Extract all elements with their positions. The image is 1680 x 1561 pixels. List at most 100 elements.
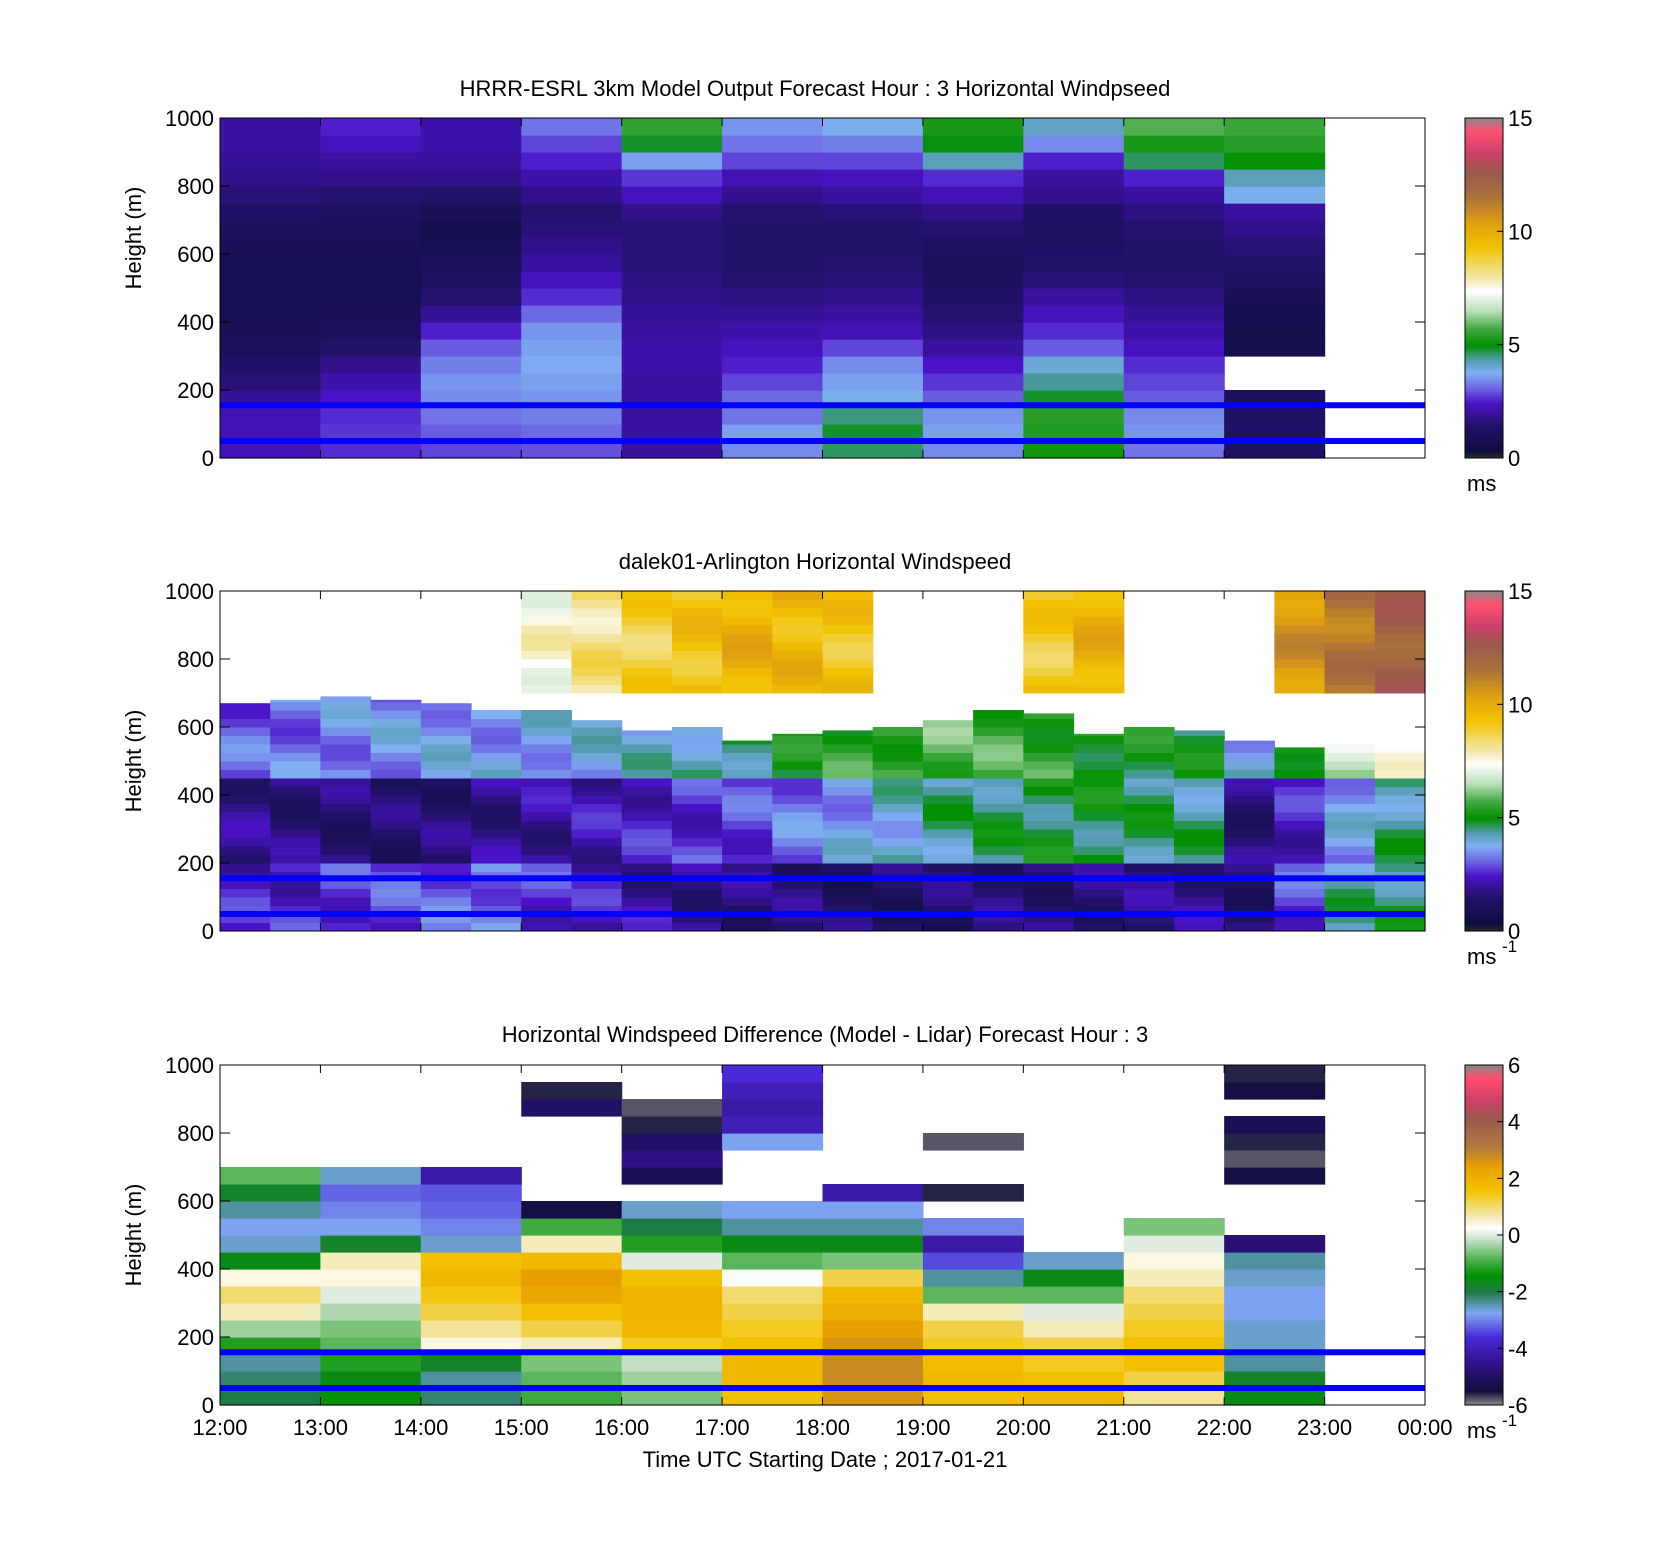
lidar-range-gate	[270, 803, 322, 813]
heatmap-cell	[1224, 152, 1326, 170]
lidar-range-gate	[973, 718, 1024, 728]
x-axis: 12:00 13:00 14:00 15:00 16:00 17:00 18:00 19:00…	[192, 1065, 1453, 1440]
lidar-range-gate	[973, 710, 1024, 719]
lidar-range-gate	[722, 863, 773, 872]
heatmap-cell	[822, 1269, 924, 1287]
lidar-range-gate	[1224, 880, 1275, 889]
lidar-range-gate	[973, 735, 1024, 745]
lidar-range-gate	[1173, 854, 1225, 864]
lidar-range-gate	[772, 650, 824, 660]
lidar-range-gate	[270, 735, 322, 745]
lidar-range-gate	[1274, 625, 1326, 634]
lidar-range-gate	[220, 922, 271, 932]
lidar-range-gate	[621, 897, 673, 906]
heatmap-cell	[1224, 339, 1326, 357]
lidar-range-gate	[772, 608, 824, 617]
lidar-range-gate	[671, 633, 723, 643]
lidar-range-gate	[270, 710, 322, 719]
lidar-range-gate	[872, 752, 924, 762]
lidar-range-gate	[822, 608, 874, 617]
heatmap-cell	[1023, 254, 1125, 272]
heatmap-cell	[1224, 1303, 1326, 1321]
lidar-range-gate	[1023, 863, 1075, 872]
heatmap-cell	[1123, 322, 1225, 340]
heatmap-cell	[1123, 203, 1225, 221]
lidar-range-gate	[1123, 846, 1175, 855]
heatmap-cell	[420, 254, 522, 272]
lidar-range-gate	[1324, 786, 1376, 796]
lidar-range-gate	[772, 591, 824, 600]
lidar-range-gate	[1374, 667, 1426, 677]
lidar-range-gate	[521, 922, 573, 932]
lidar-range-gate	[1324, 684, 1376, 694]
lidar-range-gate	[220, 854, 271, 864]
heatmap-cell	[1224, 1320, 1326, 1338]
lidar-range-gate	[1023, 888, 1075, 898]
heatmap-cell	[1023, 1286, 1125, 1304]
heatmap-cell	[420, 407, 522, 425]
heatmap-cell	[722, 254, 824, 272]
lidar-range-gate	[772, 625, 824, 634]
lidar-range-gate	[621, 642, 673, 651]
heatmap-cell	[1123, 1252, 1225, 1270]
heatmap-cell	[420, 1286, 522, 1304]
lidar-range-gate	[671, 608, 723, 617]
heatmap-cell	[521, 356, 623, 374]
heatmap-cell	[521, 271, 623, 289]
lidar-range-gate	[571, 803, 623, 813]
heatmap-cell	[621, 135, 723, 153]
lidar-range-gate	[220, 761, 271, 770]
lidar-range-gate	[1374, 786, 1426, 796]
lidar-range-gate	[1324, 795, 1376, 804]
lidar-range-gate	[220, 846, 271, 855]
y-axis: 0 200 400 600 800 1000	[165, 106, 1425, 471]
heatmap-cell	[1023, 441, 1125, 459]
lidar-range-gate	[822, 837, 874, 847]
lidar-range-gate	[220, 905, 271, 915]
lidar-range-gate	[1274, 863, 1326, 872]
y-axis: 0 200 400 600 800 1000	[165, 1053, 1425, 1418]
lidar-range-gate	[521, 633, 573, 643]
heatmap-cell	[1023, 169, 1125, 187]
lidar-range-gate	[872, 897, 924, 906]
panel-title: HRRR-ESRL 3km Model Output Forecast Hour…	[460, 76, 1171, 101]
lidar-range-gate	[1023, 659, 1075, 668]
heatmap-cell	[922, 1269, 1024, 1287]
heatmap-cell	[822, 135, 924, 153]
lidar-range-gate	[1023, 718, 1075, 728]
lidar-range-gate	[922, 914, 974, 923]
heatmap-cells	[220, 1065, 1326, 1406]
heatmap-cell	[922, 186, 1024, 204]
lidar-range-gate	[973, 803, 1024, 813]
lidar-range-gate	[1173, 769, 1225, 779]
heatmap-cell	[320, 1252, 422, 1270]
heatmap-cell	[320, 1184, 422, 1202]
lidar-range-gate	[671, 846, 723, 855]
colorbar-tick-label: 10	[1508, 219, 1532, 244]
lidar-range-gate	[220, 837, 271, 847]
lidar-range-gate	[671, 880, 723, 889]
lidar-range-gate	[471, 778, 522, 787]
lidar-range-gate	[722, 812, 773, 821]
x-tick-label: 12:00	[192, 1415, 247, 1440]
lidar-range-gate	[1374, 769, 1426, 779]
heatmap-cell	[320, 203, 422, 221]
lidar-range-gate	[1073, 642, 1125, 651]
lidar-range-gate	[722, 769, 773, 779]
lidar-range-gate	[722, 599, 773, 609]
lidar-range-gate	[722, 795, 773, 804]
heatmap-cell	[420, 271, 522, 289]
heatmap-cell	[822, 322, 924, 340]
lidar-range-gate	[872, 820, 924, 830]
lidar-range-gate	[1123, 820, 1175, 830]
lidar-range-gate	[521, 914, 573, 923]
lidar-range-gate	[1274, 650, 1326, 660]
lidar-range-gate	[1023, 608, 1075, 617]
heatmap-cell	[220, 441, 322, 459]
lidar-range-gate	[270, 786, 322, 796]
lidar-range-gate	[370, 820, 422, 830]
lidar-range-gate	[1023, 778, 1075, 787]
x-tick-label: 16:00	[594, 1415, 649, 1440]
heatmap-cell	[621, 1252, 723, 1270]
lidar-range-gate	[320, 914, 372, 923]
